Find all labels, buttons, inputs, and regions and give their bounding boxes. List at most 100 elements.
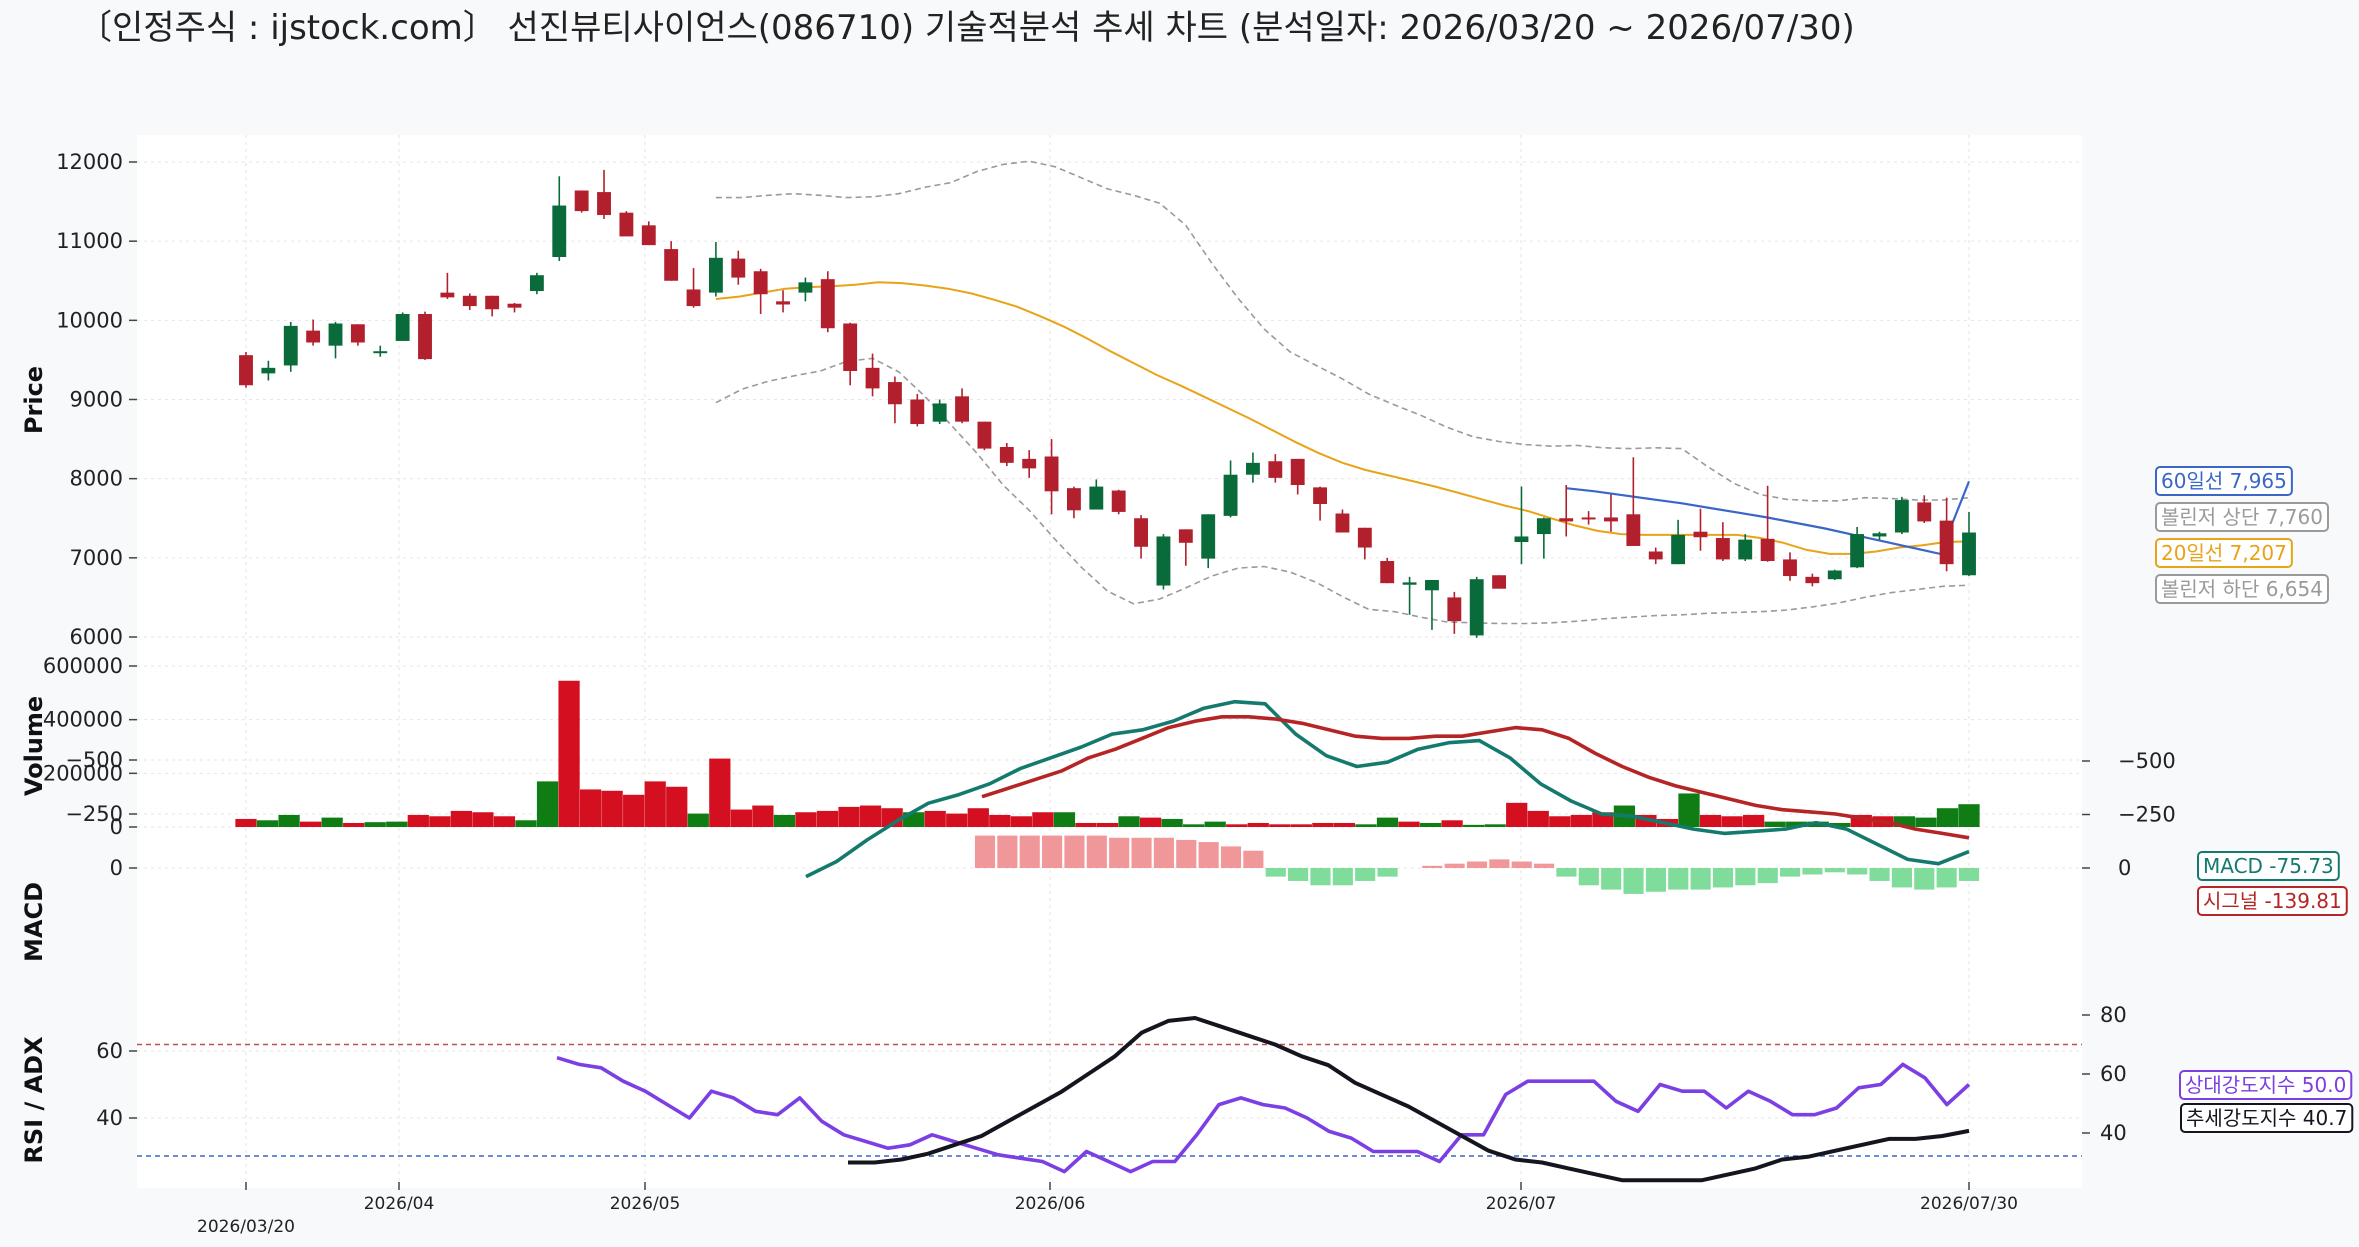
legend-ma60-box — [2155, 466, 2293, 496]
volume-bar — [773, 814, 796, 827]
macd-histogram-bar — [1511, 861, 1532, 868]
candle-body — [418, 314, 432, 360]
chart-title: 〔인정주식 : ijstock.com〕 선진뷰티사이언스(086710) 기술… — [78, 8, 1855, 48]
volume-bar — [924, 810, 946, 827]
candle-body — [731, 258, 746, 278]
volume-bar — [752, 805, 774, 827]
candle-body — [373, 351, 388, 354]
volume-bar — [1699, 814, 1722, 827]
volume-bar — [1312, 822, 1334, 827]
legend-adx-label: 추세강도지수 40.7 — [2186, 1106, 2347, 1130]
rsi-y-tick-label: 60 — [96, 1039, 123, 1063]
legend-boll_lower-label: 볼린저 하단 6,654 — [2161, 577, 2323, 601]
volume-bar — [1075, 822, 1097, 827]
macd-histogram-bar — [974, 835, 996, 868]
candle-body — [462, 295, 477, 307]
candle-body — [239, 355, 253, 386]
macd-histogram-bar — [1198, 842, 1219, 868]
price-y-tick-label: 12000 — [56, 150, 123, 174]
rsi-y-tick-label-right: 80 — [2100, 1003, 2127, 1027]
legend-rsi-label: 상대강도지수 50.0 — [2185, 1073, 2346, 1097]
candle-body — [1111, 490, 1126, 512]
macd-histogram-bar — [1310, 868, 1331, 886]
volume-bar — [1096, 822, 1119, 827]
volume-bar — [1786, 821, 1808, 827]
volume-bar — [1893, 816, 1916, 827]
date-tick-label: 2026/04 — [364, 1194, 435, 1214]
macd-panel — [805, 699, 1980, 894]
volume-bar — [1333, 822, 1356, 827]
candle-body — [1335, 513, 1350, 533]
macd-histogram-bar — [1780, 868, 1801, 877]
volume-bar — [795, 812, 817, 827]
candle-body — [887, 382, 902, 405]
macd-histogram-bar — [1489, 859, 1510, 868]
macd-histogram-bar — [1757, 868, 1778, 884]
volume-bar — [1506, 802, 1528, 827]
candle-body — [1514, 536, 1529, 542]
volume-bar — [278, 814, 300, 827]
axes: 2026/03/20 2026/04 2026/05 2026/06 2026/07 20… — [20, 150, 2176, 1237]
candle-body — [1738, 539, 1753, 560]
volume-bar — [1010, 816, 1032, 827]
volume-bar — [1915, 817, 1937, 827]
volume-bar — [859, 805, 882, 827]
volume-bar — [1118, 816, 1140, 827]
volume-bar — [1958, 804, 1980, 827]
candle-body — [1044, 456, 1059, 492]
candle-body — [820, 279, 835, 329]
candle-body — [1089, 486, 1104, 510]
candle-body — [328, 323, 343, 346]
volume-bar — [472, 812, 494, 827]
volume-bar — [429, 816, 451, 827]
macd-histogram-bar — [1355, 868, 1376, 881]
rsi-y-tick-label-right: 60 — [2100, 1062, 2127, 1086]
volume-bar — [235, 818, 257, 827]
candle-body — [910, 399, 925, 425]
volume-bar — [386, 821, 408, 827]
candle-body — [708, 257, 723, 293]
candle-body — [664, 249, 679, 281]
candle-body — [1939, 520, 1954, 565]
macd-histogram-bar — [1288, 868, 1309, 881]
candle-body — [1872, 533, 1887, 537]
volume-bar — [946, 813, 968, 827]
candle-body — [1536, 518, 1551, 535]
candle-body — [1134, 518, 1149, 547]
price-y-tick-label: 11000 — [56, 229, 123, 253]
macd-y-tick-label-right: −250 — [2118, 803, 2176, 827]
volume-bar — [1936, 808, 1959, 827]
legend-adx-box — [2180, 1103, 2354, 1133]
volume-y-tick-label: 400000 — [43, 708, 123, 732]
plot-background — [137, 135, 2082, 1188]
legend-ma20-label: 20일선 7,207 — [2161, 541, 2287, 565]
macd-histogram-bar — [997, 835, 1018, 868]
macd-axis-label: MACD — [20, 882, 48, 962]
date-tick-label: 2026/07 — [1486, 1194, 1557, 1214]
macd-line — [805, 699, 1970, 879]
candle-body — [1715, 538, 1730, 560]
volume-bar — [1247, 822, 1269, 827]
macd-histogram-bar — [1556, 868, 1577, 877]
volume-bar — [321, 817, 343, 827]
macd-histogram-bar — [1153, 837, 1174, 868]
candle-body — [999, 447, 1014, 463]
macd-histogram-bar — [1534, 863, 1555, 868]
candle-body — [261, 367, 276, 374]
ma20-line — [715, 281, 1970, 555]
candle-body — [1581, 517, 1596, 520]
macd-histogram-bar — [1176, 839, 1197, 868]
candle-body — [619, 212, 634, 237]
legend-boll_lower-box — [2155, 574, 2329, 604]
macd-histogram-bar — [1332, 868, 1353, 886]
volume-bar — [601, 790, 623, 827]
price-panel — [239, 160, 1976, 638]
macd-histogram-bar — [1645, 868, 1666, 892]
candle-body — [485, 295, 500, 310]
volume-bar — [1484, 824, 1506, 827]
candle-body — [1693, 531, 1708, 538]
candle-body — [1917, 502, 1932, 522]
candle-body — [1268, 461, 1283, 478]
candle-body — [1156, 536, 1171, 586]
